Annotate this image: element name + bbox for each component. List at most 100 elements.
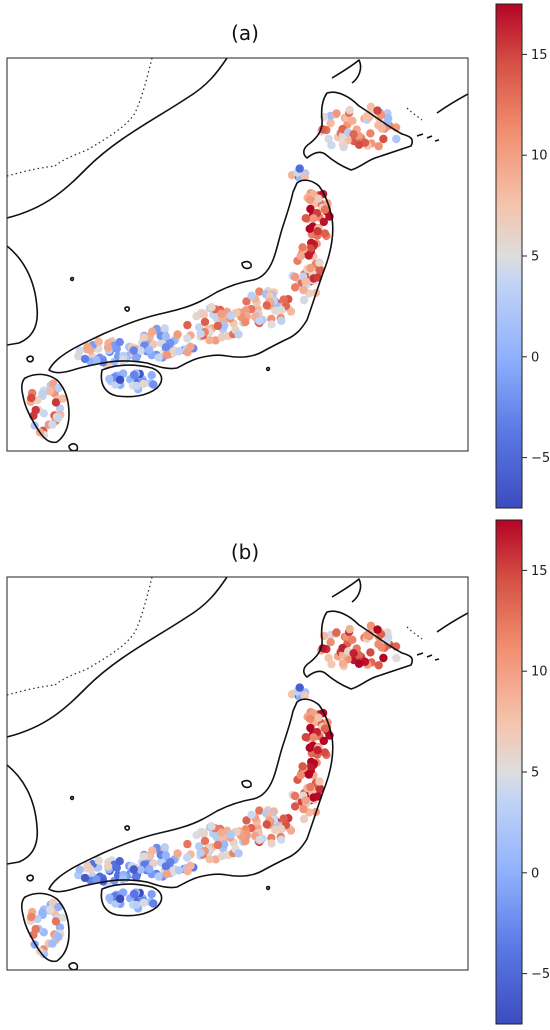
station-dot <box>31 924 40 934</box>
station-dot <box>207 303 216 312</box>
station-dot <box>83 861 92 870</box>
colorbar-tick-label: 10 <box>531 149 548 164</box>
station-dot <box>286 307 296 316</box>
station-dot <box>277 835 286 844</box>
station-dot <box>290 272 300 282</box>
station-dot <box>217 309 226 318</box>
station-dot <box>299 814 309 824</box>
colorbar-tick-label: 10 <box>531 665 548 680</box>
station-dot <box>45 386 55 395</box>
station-dot <box>349 649 358 658</box>
station-dot <box>80 354 90 364</box>
station-dot <box>217 332 227 342</box>
station-dot <box>183 320 192 330</box>
station-dot <box>299 295 309 305</box>
station-dot <box>290 802 300 811</box>
panel-b-map <box>6 576 469 971</box>
colorbar-tick-label: 0 <box>531 866 539 881</box>
station-dot <box>205 335 214 345</box>
station-dot <box>161 862 171 871</box>
station-dot <box>316 784 325 794</box>
colorbar-tick-label: 5 <box>531 250 539 265</box>
station-dot <box>392 134 401 144</box>
station-dot <box>217 828 226 837</box>
station-dot <box>300 172 309 182</box>
station-dot <box>173 330 182 339</box>
station-dot <box>115 375 125 384</box>
station-dot <box>295 683 304 692</box>
station-dot <box>75 865 84 874</box>
station-dot <box>51 917 61 926</box>
station-dot <box>379 134 388 144</box>
station-dot <box>132 381 141 391</box>
station-dot <box>279 295 288 304</box>
station-dot <box>51 398 61 407</box>
station-dot <box>262 301 271 310</box>
station-dot <box>147 371 156 380</box>
station-dot <box>366 102 376 111</box>
station-dot <box>162 869 171 879</box>
station-dot <box>319 736 328 746</box>
station-dot <box>306 782 315 792</box>
station-dot <box>324 653 333 663</box>
station-dot <box>129 889 139 899</box>
station-dot <box>54 902 63 912</box>
station-dot <box>161 851 171 860</box>
station-dot <box>136 865 145 874</box>
station-dot <box>366 129 375 138</box>
station-dot <box>309 214 318 223</box>
station-dot <box>299 285 308 295</box>
station-dot <box>374 142 383 151</box>
panel-b-station-dots <box>26 621 401 959</box>
station-dot <box>379 653 388 663</box>
station-dot <box>54 932 63 942</box>
colorbar-tick-label: −5 <box>531 967 550 982</box>
station-dot <box>119 888 128 897</box>
panel-a-station-dots <box>26 102 401 440</box>
station-dot <box>186 861 195 870</box>
station-dot <box>213 840 222 850</box>
station-dot <box>267 320 276 329</box>
station-dot <box>149 340 158 349</box>
station-dot <box>345 105 354 115</box>
station-dot <box>374 661 383 670</box>
panel-b-title: (b) <box>231 540 259 564</box>
station-dot <box>316 265 325 275</box>
station-dot <box>105 893 114 903</box>
station-dot <box>139 898 148 907</box>
station-dot <box>173 849 182 858</box>
station-dot <box>373 625 382 634</box>
station-dot <box>94 856 103 865</box>
station-dot <box>132 872 141 882</box>
station-dot <box>354 140 364 149</box>
station-dot <box>309 733 318 742</box>
station-dot <box>255 316 264 326</box>
station-dot <box>304 251 313 260</box>
station-dot <box>296 771 305 780</box>
station-dot <box>377 643 386 652</box>
station-dot <box>200 836 210 846</box>
station-dot <box>149 899 158 908</box>
station-dot <box>54 383 63 393</box>
station-dot <box>295 164 304 173</box>
station-dot <box>354 659 364 668</box>
station-dot <box>147 890 156 899</box>
station-dot <box>161 343 171 352</box>
station-dot <box>92 875 101 884</box>
station-dot <box>320 205 330 214</box>
station-dot <box>83 342 92 351</box>
station-dot <box>314 713 323 722</box>
station-dot <box>327 660 336 669</box>
station-dot <box>301 214 310 223</box>
station-dot <box>319 217 328 227</box>
station-dot <box>119 369 128 378</box>
station-dot <box>377 124 386 133</box>
station-dot <box>145 345 154 355</box>
station-dot <box>247 291 256 300</box>
station-dot <box>38 908 47 917</box>
colorbar-tick-label: −5 <box>531 451 550 466</box>
colorbar-tick-label: 15 <box>531 564 548 579</box>
station-dot <box>194 323 204 332</box>
station-dot <box>105 374 114 384</box>
station-dot <box>92 356 101 365</box>
